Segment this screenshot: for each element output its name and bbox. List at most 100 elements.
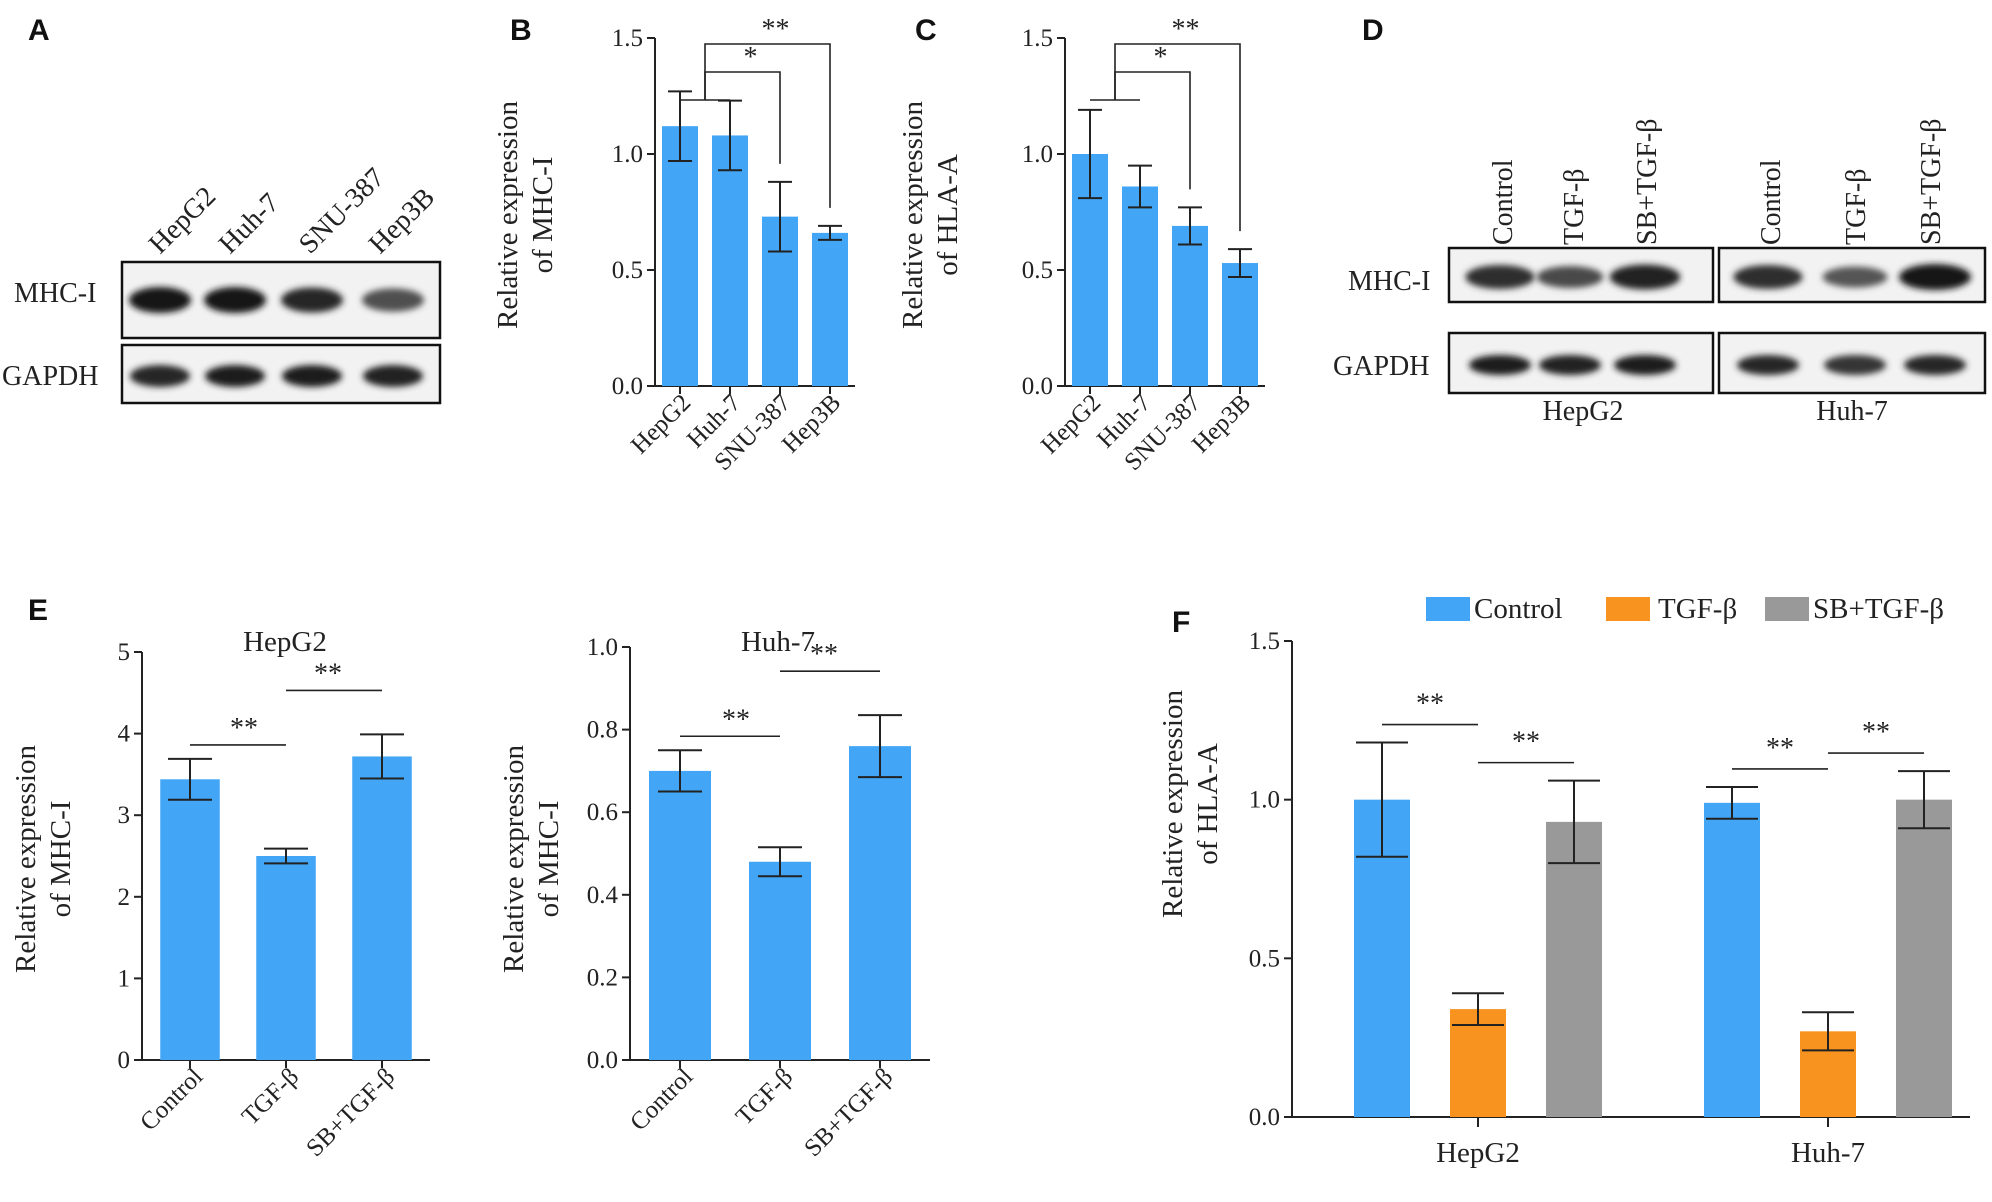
blot-d-lane-labels: Control TGF-β SB+TGF-β Control TGF-β SB+… [1488, 118, 1947, 245]
significance-label: ** [314, 658, 342, 689]
blot-d-group-label: Huh-7 [1816, 396, 1888, 427]
x-tick-label: SB+TGF-β [301, 1063, 400, 1162]
panel-f-label: F [1172, 606, 1190, 639]
panel-a-label: A [28, 14, 50, 47]
x-tick-label: TGF-β [237, 1063, 304, 1130]
chart-b-ylabel-line1: Relative expression [492, 101, 524, 329]
blot-a-gapdh-band [282, 365, 342, 387]
chart-b: B Relative expression of MHC-I 0.0 0.5 1.0… [492, 14, 855, 476]
y-tick-label: 0.2 [587, 964, 618, 991]
bar [812, 232, 848, 386]
chart-e-huh7-ylabel-line1: Relative expression [498, 745, 530, 973]
y-tick-label: 1.5 [612, 25, 643, 52]
significance-label: ** [1172, 14, 1200, 45]
blot-d-mhc-band [1536, 266, 1604, 288]
bar [352, 756, 412, 1060]
bar [749, 861, 811, 1060]
blot-d-gapdh-band [1539, 355, 1601, 375]
y-tick-label: 5 [118, 639, 131, 666]
x-tick-label: TGF-β [731, 1063, 798, 1130]
bar [1704, 802, 1760, 1117]
y-tick-label: 0 [118, 1047, 131, 1074]
y-tick-label: 1 [118, 965, 131, 992]
y-tick-label: 0.5 [1022, 257, 1053, 284]
bar [1450, 1009, 1506, 1117]
blot-d-gapdh-band [1824, 355, 1886, 375]
blot-d-gapdh-band [1904, 355, 1966, 375]
legend-swatch-control [1426, 597, 1470, 621]
chart-e-huh7-ylabel-line2: of MHC-I [533, 801, 565, 918]
chart-c-ylabel-line2: of HLA-A [932, 154, 964, 276]
y-tick-label: 0.8 [587, 717, 618, 744]
significance-label: ** [762, 14, 790, 45]
blot-a-row-label-mhc: MHC-I [14, 278, 96, 309]
blot-d-mhc-band [1899, 264, 1971, 290]
legend-label-control: Control [1474, 593, 1563, 625]
blot-a-mhc-band [281, 287, 343, 313]
panel-a: A HepG2 Huh-7 SNU-387 Hep3B MHC-I GAPDH [2, 14, 442, 405]
blot-a-lane-label: Huh-7 [213, 187, 286, 260]
y-tick-label: 0.0 [1022, 373, 1053, 400]
chart-f: F Relative expression of HLA-A Control T… [1157, 593, 1970, 1169]
significance-label: * [744, 42, 758, 73]
chart-e-huh7-title: Huh-7 [741, 626, 815, 658]
y-tick-label: 0.0 [612, 373, 643, 400]
chart-e-huh7: Huh-7 Relative expression of MHC-I 0.0 0.… [498, 626, 930, 1162]
significance-bracket [1114, 43, 1241, 232]
significance-label: ** [1512, 727, 1540, 758]
blot-d-lane-label: TGF-β [1559, 169, 1590, 245]
blot-d-mhc-band [1733, 265, 1803, 289]
bar [1222, 263, 1258, 386]
bar [849, 746, 911, 1060]
blot-d-lane-label: SB+TGF-β [1916, 118, 1947, 245]
y-tick-label: 0.4 [587, 882, 619, 909]
y-tick-label: 3 [118, 802, 131, 829]
y-tick-label: 0.0 [587, 1047, 618, 1074]
x-tick-label: Huh-7 [1791, 1137, 1865, 1169]
y-tick-label: 0.5 [612, 257, 643, 284]
blot-d-lane-label: Control [1756, 159, 1787, 245]
blot-d-mhc-band [1609, 264, 1681, 290]
y-tick-label: 1.0 [1249, 787, 1280, 814]
bar [712, 135, 748, 386]
y-tick-label: 1.5 [1249, 628, 1280, 655]
blot-a-lane-labels: HepG2 Huh-7 SNU-387 Hep3B [143, 162, 441, 260]
blot-a-membrane [120, 260, 442, 405]
chart-f-ylabel-line2: of HLA-A [1192, 743, 1224, 865]
significance-label: ** [1416, 689, 1444, 720]
blot-a-gapdh-band [130, 365, 190, 387]
blot-d-gapdh-band [1737, 355, 1799, 375]
blot-a-gapdh-band [363, 365, 423, 387]
blot-d-gapdh-band [1614, 355, 1676, 375]
bar [1896, 799, 1952, 1117]
chart-f-legend: Control TGF-β SB+TGF-β [1426, 593, 1944, 625]
blot-a-gapdh-band [205, 365, 265, 387]
significance-label: ** [810, 639, 838, 670]
y-tick-label: 0.6 [587, 799, 618, 826]
bar [662, 126, 698, 386]
blot-d-group-label: HepG2 [1543, 396, 1624, 427]
chart-b-ylabel-line2: of MHC-I [527, 157, 559, 274]
y-tick-label: 0.0 [1249, 1104, 1280, 1131]
x-tick-label: SB+TGF-β [799, 1063, 898, 1162]
significance-label: ** [1862, 717, 1890, 748]
y-tick-label: 2 [118, 884, 131, 911]
significance-label: ** [722, 704, 750, 735]
legend-swatch-tgf [1606, 597, 1650, 621]
panel-c-label: C [915, 14, 937, 47]
chart-c: C Relative expression of HLA-A 0.0 0.5 1.0… [897, 14, 1265, 476]
chart-e-hepg2-ylabel-line1: Relative expression [10, 745, 42, 973]
bar [1546, 821, 1602, 1117]
chart-e-hepg2-ylabel-line2: of MHC-I [45, 801, 77, 918]
blot-a-lane-label: HepG2 [143, 181, 222, 260]
blot-d-row-label-mhc: MHC-I [1348, 266, 1430, 297]
y-tick-label: 4 [118, 721, 131, 748]
bar [160, 779, 220, 1060]
blot-a-row-label-gapdh: GAPDH [2, 361, 98, 392]
significance-label: * [1154, 42, 1168, 73]
blot-a-mhc-band [362, 288, 424, 312]
bar [649, 770, 711, 1060]
legend-label-sb: SB+TGF-β [1813, 593, 1944, 625]
blot-d-lane-label: Control [1488, 159, 1519, 245]
blot-d-row-label-gapdh: GAPDH [1333, 351, 1429, 382]
